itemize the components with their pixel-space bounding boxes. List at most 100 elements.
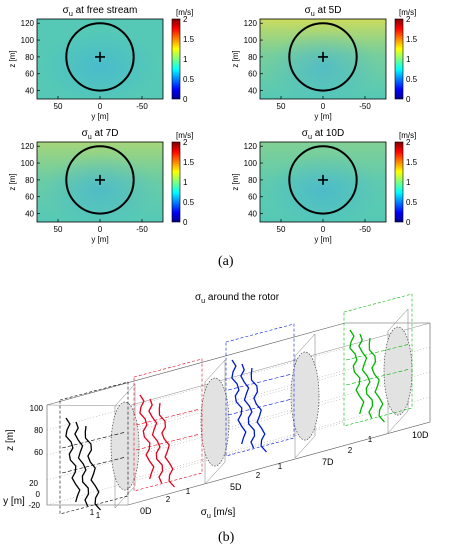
y-tick-label: 0 [36,490,41,499]
station-label: 5D [230,482,242,492]
colorbar [395,19,403,99]
sigma-profile [140,395,154,479]
panel-b-title-rest: around the rotor [205,292,280,303]
station-tick-label: 1 [368,435,373,444]
colorbar-tick-label: 2 [183,138,188,147]
sigma-profile [232,360,246,444]
colorbar-tick-label: 1.5 [406,35,418,44]
z-tick-label: 40 [248,210,257,219]
sigma-profile [241,364,255,448]
y-tick-label: 50 [54,102,63,111]
colorbar-tick-label: 1 [183,55,188,64]
y-tick-label: 50 [277,225,286,234]
sigma-profile [85,426,100,510]
colorbar-tick-label: 2 [406,15,411,24]
y-tick-label: 20 [29,479,38,488]
y-tick-label: 0 [98,225,103,234]
colorbar-tick-label: 0.5 [406,198,418,207]
z-tick-label: 100 [21,36,35,45]
panel-a-label: (a) [218,254,234,270]
heatmap-title-rest: at 10D [312,128,344,139]
station-tick-label: 2 [256,471,261,480]
z-axis-label: z [m] [5,429,16,451]
reference-dashed-line [228,374,292,390]
y-axis-label: z [m] [231,50,240,67]
rotor-disc [291,352,319,440]
x-axis-label: y [m] [91,235,108,244]
colorbar-tick-label: 0 [406,95,411,104]
colorbar-tick-label: 0 [406,218,411,227]
station-label: 0D [140,506,152,516]
colorbar-tick-label: 0.5 [406,75,418,84]
y-tick-label: 0 [98,102,103,111]
heatmap-title: σu at 5D [305,5,342,18]
rotor-disc [201,378,229,466]
heatmap-title: σu at free stream [63,5,138,18]
y-axis-label: z [m] [231,173,240,190]
z-tick-label: 60 [25,70,34,79]
panel-a: σu at free stream12010080604050 0 -50y [m]… [8,5,418,244]
heatmap-title-rest: at free stream [73,5,137,16]
y-tick-label: 50 [277,102,286,111]
sigma-profile [149,399,163,483]
heatmap-title-rest: at 5D [315,5,342,16]
z-tick-label: 80 [25,176,34,185]
reference-dashed-line [136,409,200,425]
colorbar-tick-label: 2 [183,15,188,24]
y-tick-label: -50 [136,225,148,234]
y-tick-label: 0 [321,225,326,234]
heatmap-title: σu at 10D [302,128,344,141]
colorbar-tick-label: 2 [406,138,411,147]
colorbar [172,142,180,222]
z-tick-label: 80 [248,53,257,62]
y-tick-label: 0 [321,102,326,111]
heatmap-panel: σu at 7D12010080604050 0 -50y [m]z [m][m/s… [8,128,195,244]
y-tick-label: -50 [359,225,371,234]
x-axis-label: y [m] [314,235,331,244]
z-tick-label: 40 [25,87,34,96]
z-tick-label: 100 [21,159,35,168]
z-tick-label: 60 [248,193,257,202]
z-tick-label: 120 [244,19,258,28]
z-tick-label: 60 [248,70,257,79]
z-tick-label: 60 [25,193,34,202]
colorbar-tick-label: 1.5 [406,158,418,167]
x-axis-label: y [m] [314,112,331,121]
box-edges [47,323,430,505]
sigma-axis-label-rest: [m/s] [211,507,236,518]
sigma-profile [75,422,89,506]
station-frame [226,324,294,456]
colorbar-tick-label: 1 [406,178,411,187]
z-tick-label: 40 [25,210,34,219]
z-tick-label: 120 [21,19,35,28]
station-tick-label: 1 [278,462,283,471]
station-label: 7D [322,457,334,467]
sigma-tick-label: 1 [90,508,95,517]
colorbar-tick-label: 0.5 [183,198,195,207]
station-tick-label: 1 [186,487,191,496]
y-tick-label: -50 [136,102,148,111]
rotor-disc [111,402,139,490]
z-tick-label: 120 [21,142,35,151]
colorbar-tick-label: 1.5 [183,158,195,167]
station-tick-label: 2 [348,446,353,455]
z-tick-label: 80 [25,53,34,62]
x-axis-label: y [m] [91,112,108,121]
sigma-profile [350,330,364,414]
colorbar-tick-label: 0 [183,218,188,227]
sigma-profile [159,403,174,487]
z-tick-label: 120 [244,142,258,151]
sigma-profile [359,334,373,418]
sigma-profile [251,368,266,452]
colorbar-tick-label: 1.5 [183,35,195,44]
box-outline [47,323,430,505]
panel-b-label: (b) [218,530,234,546]
sigma-profile [66,418,80,502]
z-tick-label: 80 [248,176,257,185]
colorbar [395,142,403,222]
